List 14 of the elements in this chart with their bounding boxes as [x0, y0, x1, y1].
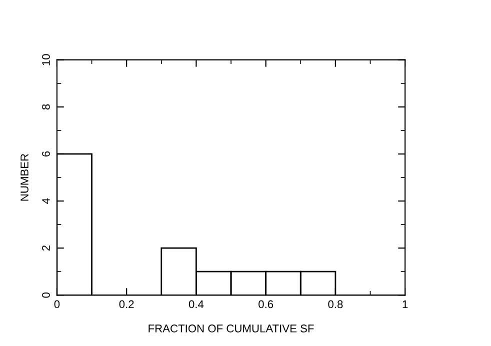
x-tick-label: 0: [54, 300, 60, 308]
y-tick-label: 10: [42, 54, 50, 66]
x-tick-label: 0.6: [258, 300, 274, 308]
y-tick-label: 8: [42, 104, 50, 110]
x-tick-label: 0.8: [328, 300, 343, 308]
y-tick-label: 6: [42, 151, 50, 156]
x-axis-title: FRACTION OF CUMULATIVE SF: [148, 324, 314, 332]
x-tick-label: 1: [402, 300, 408, 308]
x-tick-label: 0.4: [188, 300, 204, 308]
y-tick-label: 4: [42, 198, 50, 204]
y-tick-label: 0: [42, 292, 50, 298]
y-tick-label: 2: [42, 246, 50, 251]
x-tick-label: 0.2: [119, 300, 134, 308]
y-axis-title: NUMBER: [20, 154, 28, 201]
